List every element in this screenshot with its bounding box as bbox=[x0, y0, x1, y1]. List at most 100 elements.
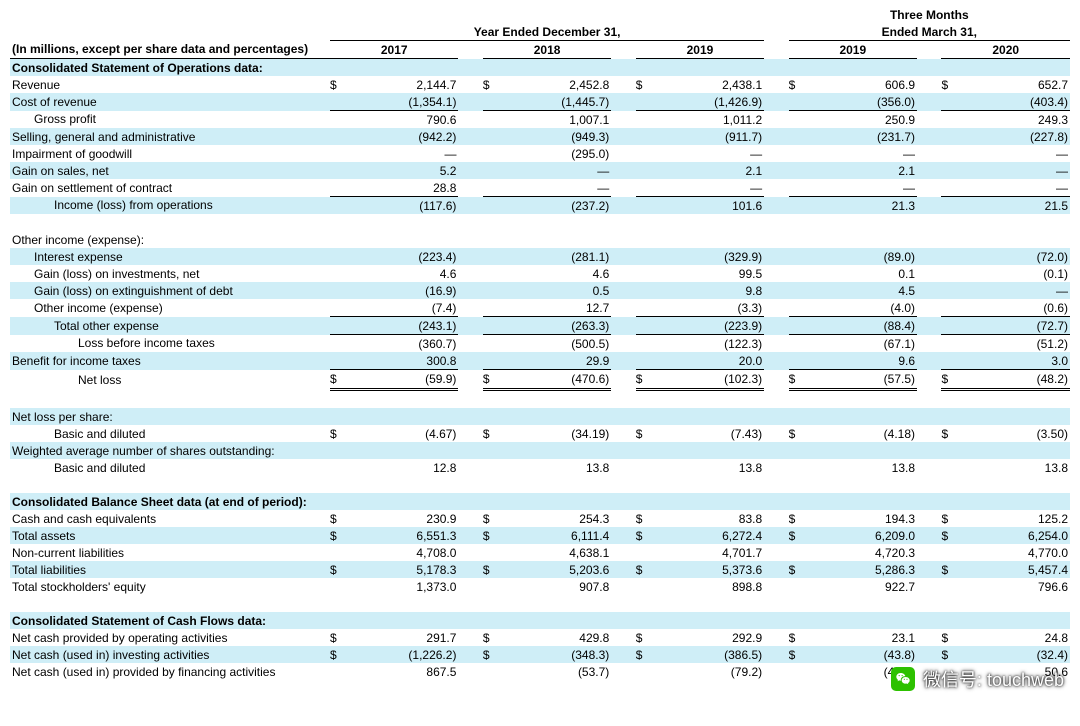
row-op_income-sym-0 bbox=[330, 197, 348, 215]
row-tot_other-sym-0 bbox=[330, 317, 348, 335]
row-cf_fin-val-1: (53.7) bbox=[501, 663, 611, 680]
row-cash-sym-4: $ bbox=[941, 510, 959, 527]
row-tot_assets-sym-3: $ bbox=[789, 527, 807, 544]
row-tax_benefit-sym-2 bbox=[636, 352, 654, 370]
row-gain_sales-val-0: 5.2 bbox=[348, 162, 458, 179]
row-bd_shares-val-1: 13.8 bbox=[501, 459, 611, 476]
row-cash-val-4: 125.2 bbox=[960, 510, 1070, 527]
row-tot_liab-sym-4: $ bbox=[941, 561, 959, 578]
row-bd_nlps-val-2: (7.43) bbox=[654, 425, 764, 442]
row-tot_liab-sym-0: $ bbox=[330, 561, 348, 578]
year-header-0: 2017 bbox=[330, 41, 458, 59]
row-cf_op-val-3: 23.1 bbox=[807, 629, 917, 646]
row-cf_op-sym-0: $ bbox=[330, 629, 348, 646]
row-op_income-label: Income (loss) from operations bbox=[10, 197, 330, 215]
row-gross_profit-sym-4 bbox=[941, 111, 959, 129]
row-equity-val-2: 898.8 bbox=[654, 578, 764, 595]
row-tax_benefit-label: Benefit for income taxes bbox=[10, 352, 330, 370]
row-net_loss-val-4: (48.2) bbox=[960, 370, 1070, 390]
row-loss_bt-sym-0 bbox=[330, 335, 348, 353]
row-gross_profit-val-3: 250.9 bbox=[807, 111, 917, 129]
row-cf_inv-sym-4: $ bbox=[941, 646, 959, 663]
row-bd_shares-sym-2 bbox=[636, 459, 654, 476]
row-sga-val-0: (942.2) bbox=[348, 128, 458, 145]
row-gain_contract-sym-4 bbox=[941, 179, 959, 197]
row-cash-label: Cash and cash equivalents bbox=[10, 510, 330, 527]
row-bd_shares-val-2: 13.8 bbox=[654, 459, 764, 476]
row-cash-sym-2: $ bbox=[636, 510, 654, 527]
year-header-4: 2020 bbox=[941, 41, 1070, 59]
row-sga-sym-0 bbox=[330, 128, 348, 145]
row-inv_gain-val-0: 4.6 bbox=[348, 265, 458, 282]
row-net_loss-val-1: (470.6) bbox=[501, 370, 611, 390]
row-cost_rev-sym-4 bbox=[941, 93, 959, 111]
row-cf_fin-label: Net cash (used in) provided by financing… bbox=[10, 663, 330, 680]
row-other_ie-sym-4 bbox=[941, 299, 959, 317]
row-other_ie-val-2: (3.3) bbox=[654, 299, 764, 317]
row-tax_benefit-sym-3 bbox=[789, 352, 807, 370]
row-inv_gain-val-2: 99.5 bbox=[654, 265, 764, 282]
row-op_income-sym-2 bbox=[636, 197, 654, 215]
row-net_loss-sym-3: $ bbox=[789, 370, 807, 390]
row-loss_bt-val-2: (122.3) bbox=[654, 335, 764, 353]
row-cash-sym-0: $ bbox=[330, 510, 348, 527]
watermark-text: 微信号: touchweb bbox=[923, 666, 1064, 692]
row-cf_op-val-0: 291.7 bbox=[348, 629, 458, 646]
row-bd_shares-sym-0 bbox=[330, 459, 348, 476]
row-cf_inv-sym-1: $ bbox=[483, 646, 501, 663]
row-cf_inv-sym-0: $ bbox=[330, 646, 348, 663]
row-op_income-sym-1 bbox=[483, 197, 501, 215]
row-tot_other-val-2: (223.9) bbox=[654, 317, 764, 335]
row-tot_assets-label: Total assets bbox=[10, 527, 330, 544]
row-tot_liab-val-3: 5,286.3 bbox=[807, 561, 917, 578]
row-tot_liab-sym-2: $ bbox=[636, 561, 654, 578]
row-revenue-val-0: 2,144.7 bbox=[348, 76, 458, 93]
row-equity-val-4: 796.6 bbox=[960, 578, 1070, 595]
wechat-icon bbox=[891, 667, 915, 691]
row-impairment-sym-4 bbox=[941, 145, 959, 162]
row-bd_nlps-val-1: (34.19) bbox=[501, 425, 611, 442]
section-bs: Consolidated Balance Sheet data (at end … bbox=[10, 493, 330, 510]
row-nc_liab-val-2: 4,701.7 bbox=[654, 544, 764, 561]
row-equity-sym-1 bbox=[483, 578, 501, 595]
row-net_loss-sym-1: $ bbox=[483, 370, 501, 390]
row-impairment-sym-0 bbox=[330, 145, 348, 162]
row-net_loss-sym-2: $ bbox=[636, 370, 654, 390]
row-equity-sym-3 bbox=[789, 578, 807, 595]
row-tax_benefit-sym-0 bbox=[330, 352, 348, 370]
row-tot_liab-val-2: 5,373.6 bbox=[654, 561, 764, 578]
row-gross_profit-label: Gross profit bbox=[10, 111, 330, 129]
row-gain_contract-label: Gain on settlement of contract bbox=[10, 179, 330, 197]
row-revenue-sym-1: $ bbox=[483, 76, 501, 93]
row-tot_liab-val-1: 5,203.6 bbox=[501, 561, 611, 578]
row-revenue-val-3: 606.9 bbox=[807, 76, 917, 93]
row-gain_contract-val-1: — bbox=[501, 179, 611, 197]
row-equity-val-0: 1,373.0 bbox=[348, 578, 458, 595]
row-other_ie-sym-2 bbox=[636, 299, 654, 317]
row-impairment-val-1: (295.0) bbox=[501, 145, 611, 162]
row-gain_contract-sym-1 bbox=[483, 179, 501, 197]
row-loss_bt-sym-4 bbox=[941, 335, 959, 353]
row-cash-sym-1: $ bbox=[483, 510, 501, 527]
row-cf_inv-val-3: (43.8) bbox=[807, 646, 917, 663]
row-gain_sales-sym-3 bbox=[789, 162, 807, 179]
row-bd_nlps-sym-1: $ bbox=[483, 425, 501, 442]
row-gain_contract-val-3: — bbox=[807, 179, 917, 197]
row-int_exp-sym-1 bbox=[483, 248, 501, 265]
row-int_exp-sym-4 bbox=[941, 248, 959, 265]
row-cost_rev-sym-2 bbox=[636, 93, 654, 111]
row-bd_nlps-label: Basic and diluted bbox=[10, 425, 330, 442]
row-nc_liab-sym-4 bbox=[941, 544, 959, 561]
row-net_loss-val-2: (102.3) bbox=[654, 370, 764, 390]
row-net_loss-val-3: (57.5) bbox=[807, 370, 917, 390]
row-impairment-val-0: — bbox=[348, 145, 458, 162]
row-gross_profit-sym-2 bbox=[636, 111, 654, 129]
row-int_exp-val-2: (329.9) bbox=[654, 248, 764, 265]
section-other-income: Other income (expense): bbox=[10, 231, 330, 248]
row-equity-sym-2 bbox=[636, 578, 654, 595]
row-cf_fin-sym-2 bbox=[636, 663, 654, 680]
row-cf_fin-val-2: (79.2) bbox=[654, 663, 764, 680]
row-inv_gain-val-1: 4.6 bbox=[501, 265, 611, 282]
header-ended-march: Ended March 31, bbox=[789, 23, 1070, 41]
row-int_exp-sym-3 bbox=[789, 248, 807, 265]
